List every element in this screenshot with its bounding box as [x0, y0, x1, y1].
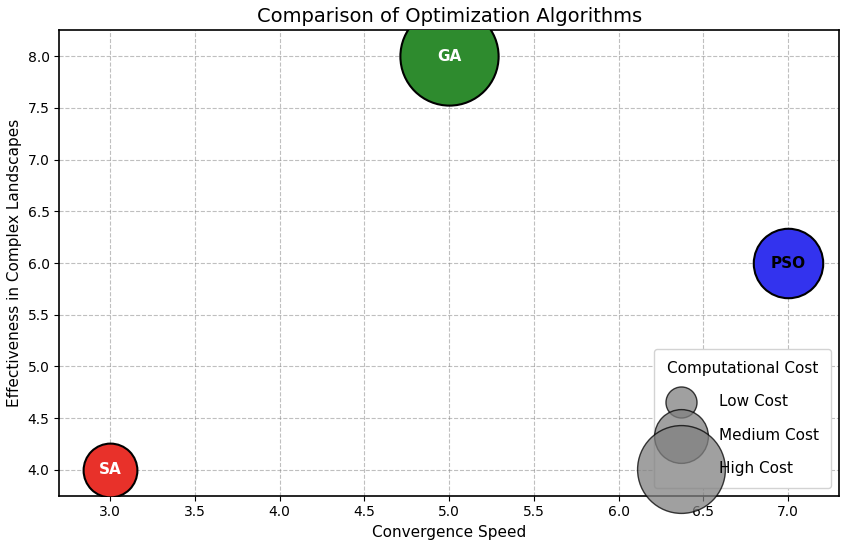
Point [103, 465, 117, 474]
Title: Comparison of Optimization Algorithms: Comparison of Optimization Algorithms [256, 7, 642, 26]
Point [442, 52, 456, 61]
Legend: Low Cost, Medium Cost, High Cost: Low Cost, Medium Cost, High Cost [653, 348, 832, 488]
Y-axis label: Effectiveness in Complex Landscapes: Effectiveness in Complex Landscapes [7, 119, 22, 407]
X-axis label: Convergence Speed: Convergence Speed [372, 525, 526, 540]
Text: PSO: PSO [771, 255, 805, 271]
Point [782, 259, 795, 267]
Text: GA: GA [437, 49, 461, 63]
Text: SA: SA [99, 462, 122, 478]
